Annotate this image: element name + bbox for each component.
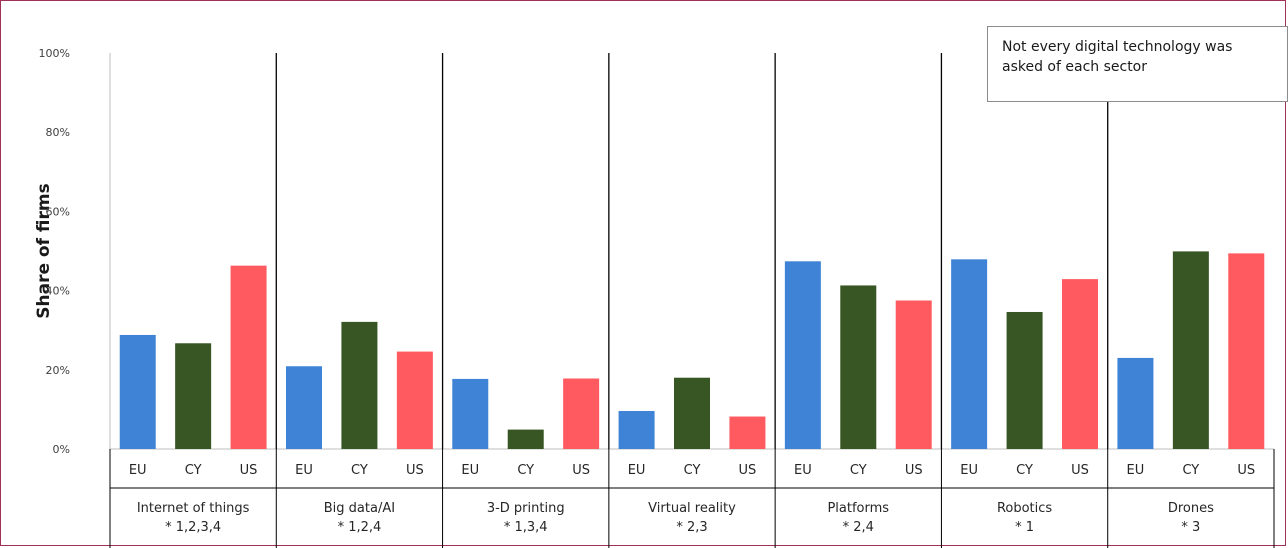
group-note: * 1,2,4 xyxy=(338,520,382,535)
group-label: 3-D printing xyxy=(487,501,565,516)
y-tick-label: 100% xyxy=(39,47,70,60)
y-tick-label: 80% xyxy=(46,126,70,139)
bar-eu xyxy=(618,410,655,449)
bar-us xyxy=(729,416,766,449)
bars-layer xyxy=(119,251,1265,449)
x-subcategory-label: EU xyxy=(295,463,313,478)
x-subcategory-label: US xyxy=(572,463,590,478)
bar-eu xyxy=(286,366,322,449)
x-subcategory-label: EU xyxy=(461,463,479,478)
annotation-box: Not every digital technology was asked o… xyxy=(987,26,1288,102)
bar-eu xyxy=(951,259,988,449)
bar-us xyxy=(563,378,600,449)
x-subcategory-label: EU xyxy=(129,463,147,478)
group-note: * 1,3,4 xyxy=(504,520,548,535)
y-tick-label: 0% xyxy=(53,443,70,456)
x-subcategory-label: US xyxy=(240,463,258,478)
x-subcategory-label: CY xyxy=(351,463,368,478)
x-subcategory-label: CY xyxy=(1016,463,1033,478)
group-note: * 1,2,3,4 xyxy=(165,520,221,535)
y-tick-label: 40% xyxy=(46,285,70,298)
x-subcategory-label: EU xyxy=(960,463,978,478)
bar-cy xyxy=(674,377,710,449)
group-note: * 2,4 xyxy=(843,520,874,535)
x-subcategory-label: EU xyxy=(628,463,646,478)
annotation-text: Not every digital technology was asked o… xyxy=(1002,39,1233,75)
x-subcategory-label: CY xyxy=(684,463,701,478)
x-subcategory-label: CY xyxy=(1182,463,1199,478)
bar-us xyxy=(1062,279,1098,449)
labels-layer: Share of firms 0% 20% 40% 60% 80% 100% EU CY US In… xyxy=(34,47,1255,535)
bar-cy xyxy=(840,285,877,449)
group-label: Platforms xyxy=(827,501,889,516)
x-subcategory-label: US xyxy=(406,463,424,478)
x-subcategory-label: CY xyxy=(185,463,202,478)
bar-us xyxy=(1228,253,1265,449)
y-tick-label: 20% xyxy=(46,364,70,377)
group-note: * 2,3 xyxy=(676,520,707,535)
x-subcategory-label: EU xyxy=(794,463,812,478)
x-subcategory-label: US xyxy=(739,463,757,478)
x-subcategory-label: US xyxy=(905,463,923,478)
group-note: * 1 xyxy=(1015,520,1034,535)
bar-us xyxy=(230,265,267,449)
bar-us xyxy=(396,351,433,449)
bar-cy xyxy=(1006,311,1043,449)
y-axis-label: Share of firms xyxy=(34,183,54,318)
bar-eu xyxy=(1117,357,1154,449)
bar-cy xyxy=(507,429,544,449)
x-subcategory-label: CY xyxy=(517,463,534,478)
bar-cy xyxy=(341,321,378,449)
y-tick-label: 60% xyxy=(46,205,70,218)
x-subcategory-label: EU xyxy=(1127,463,1145,478)
group-label: Big data/AI xyxy=(324,501,395,516)
bar-eu xyxy=(119,334,156,449)
bar-us xyxy=(895,300,932,449)
bar-eu xyxy=(784,261,821,449)
group-label: Robotics xyxy=(997,501,1052,516)
x-subcategory-label: US xyxy=(1071,463,1089,478)
group-label: Internet of things xyxy=(137,501,250,516)
bar-eu xyxy=(452,378,489,449)
group-label: Drones xyxy=(1168,501,1214,516)
x-subcategory-label: CY xyxy=(850,463,867,478)
group-note: * 3 xyxy=(1181,520,1200,535)
bar-cy xyxy=(175,343,212,449)
group-label: Virtual reality xyxy=(648,501,736,516)
bar-cy xyxy=(1172,251,1209,449)
x-subcategory-label: US xyxy=(1237,463,1255,478)
